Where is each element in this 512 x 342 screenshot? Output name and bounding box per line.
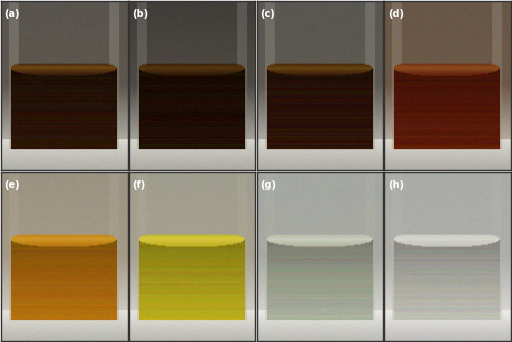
Text: (a): (a) bbox=[5, 9, 20, 19]
Text: (e): (e) bbox=[5, 180, 20, 190]
Text: (h): (h) bbox=[388, 180, 404, 190]
Text: (g): (g) bbox=[260, 180, 276, 190]
Text: (c): (c) bbox=[260, 9, 275, 19]
Text: (d): (d) bbox=[388, 9, 404, 19]
Text: (b): (b) bbox=[132, 9, 148, 19]
Text: (f): (f) bbox=[132, 180, 145, 190]
